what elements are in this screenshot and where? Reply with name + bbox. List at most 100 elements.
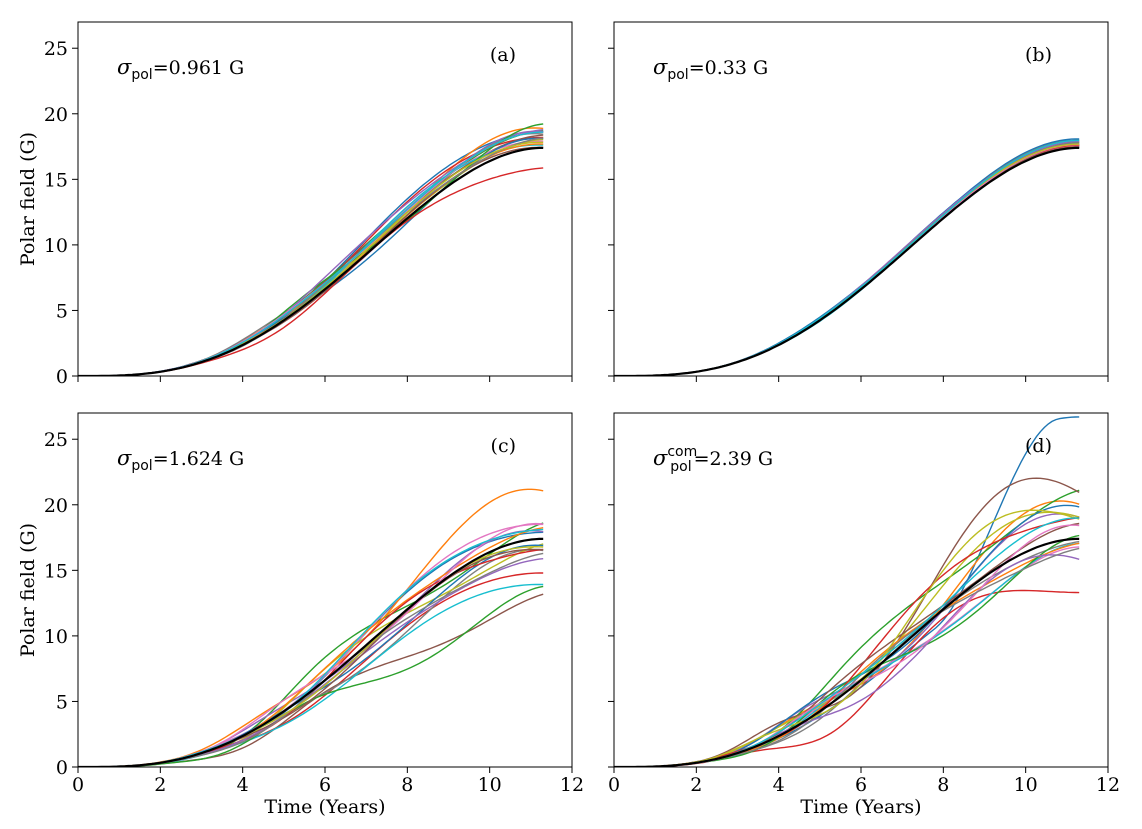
ensemble-line	[614, 146, 1080, 376]
y-tick-label: 25	[44, 38, 68, 60]
ensemble-curves	[78, 488, 544, 767]
x-axis-label: Time (Years)	[800, 796, 921, 818]
x-tick-label: 4	[237, 774, 249, 796]
ensemble-line	[614, 517, 1080, 767]
ensemble-line	[614, 589, 1080, 767]
ensemble-line	[614, 513, 1080, 767]
panel-label: (b)	[1025, 44, 1052, 66]
ensemble-line	[78, 137, 544, 376]
mean-line	[78, 537, 544, 767]
mean-line	[614, 146, 1080, 376]
sigma-annotation: σpol=1.624 G	[117, 446, 244, 474]
x-tick-label: 10	[478, 774, 502, 796]
ensemble-line	[614, 542, 1080, 767]
x-tick-label: 0	[72, 774, 84, 796]
ensemble-line	[614, 143, 1080, 376]
x-axis-label: Time (Years)	[264, 796, 385, 818]
ensemble-line	[614, 145, 1080, 376]
ensemble-line	[78, 130, 544, 376]
y-tick-label: 0	[56, 366, 68, 388]
x-tick-label: 6	[319, 774, 331, 796]
sigma-annotation: σcom pol =2.39 G	[653, 444, 773, 475]
panel-label: (a)	[490, 44, 516, 66]
x-tick-label: 12	[560, 774, 584, 796]
ensemble-line	[614, 144, 1080, 376]
ensemble-line	[614, 504, 1080, 767]
ensemble-line	[614, 140, 1080, 376]
ensemble-curves	[614, 138, 1080, 376]
x-tick-label: 8	[937, 774, 949, 796]
ensemble-line	[614, 516, 1080, 767]
y-tick-label: 20	[44, 495, 68, 517]
ensemble-line	[78, 543, 544, 767]
ensemble-line	[78, 167, 544, 376]
panel-c: 0 2 4 6 8 10 12 0 5 10 15 20 25 Time (Years) Polar fie…	[17, 412, 584, 818]
panel-a: 0 5 10 15 20 25 Polar field (G) (a) σpol=0.961 G	[17, 21, 573, 388]
x-tick-label: 2	[690, 774, 702, 796]
ensemble-line	[614, 554, 1080, 767]
ensemble-line	[78, 552, 544, 767]
ensemble-line	[614, 500, 1080, 767]
y-tick-label: 15	[44, 169, 68, 191]
ensemble-line	[614, 143, 1080, 376]
panel-d: 0 2 4 6 8 10 12 Time (Years) (d) σcom pol =2.39 G	[608, 412, 1120, 818]
ensemble-line	[614, 509, 1080, 767]
ensemble-line	[78, 144, 544, 376]
y-tick-label: 5	[56, 300, 68, 322]
panel-label: (c)	[491, 435, 516, 457]
x-tick-label: 4	[773, 774, 785, 796]
mean-line	[78, 146, 544, 376]
y-tick-label: 0	[56, 757, 68, 779]
ensemble-line	[614, 511, 1080, 767]
ensemble-line	[614, 144, 1080, 376]
mean-line	[614, 537, 1080, 767]
ensemble-line	[614, 143, 1080, 376]
panel-b: (b) σpol=0.33 G	[608, 21, 1109, 382]
x-tick-label: 0	[608, 774, 620, 796]
y-tick-label: 10	[44, 626, 68, 648]
ensemble-line	[78, 130, 544, 376]
ensemble-line	[614, 144, 1080, 376]
y-tick-label: 20	[44, 104, 68, 126]
ensemble-line	[78, 143, 544, 376]
ensemble-line	[78, 138, 544, 376]
ensemble-line	[614, 141, 1080, 376]
ensemble-line	[78, 137, 544, 376]
y-tick-label: 5	[56, 691, 68, 713]
ensemble-line	[614, 534, 1080, 767]
sigma-annotation: σpol=0.33 G	[653, 55, 768, 83]
ensemble-curves	[78, 123, 544, 376]
ensemble-line	[78, 141, 544, 376]
ensemble-line	[614, 140, 1080, 376]
y-axis-label: Polar field (G)	[17, 523, 39, 657]
ensemble-line	[614, 142, 1080, 376]
sigma-annotation: σpol=0.961 G	[117, 55, 244, 83]
ensemble-line	[614, 489, 1080, 767]
ensemble-line	[614, 477, 1080, 767]
ensemble-line	[614, 138, 1080, 376]
ensemble-line	[78, 134, 544, 376]
y-axis-label: Polar field (G)	[17, 132, 39, 266]
ensemble-line	[614, 139, 1080, 376]
ensemble-line	[78, 583, 544, 767]
ensemble-line	[78, 585, 544, 767]
y-tick-label: 15	[44, 560, 68, 582]
ensemble-line	[614, 143, 1080, 376]
x-tick-label: 8	[401, 774, 413, 796]
ensemble-line	[78, 593, 544, 767]
x-tick-label: 6	[855, 774, 867, 796]
ensemble-curves	[614, 416, 1080, 767]
y-tick-label: 25	[44, 429, 68, 451]
y-tick-label: 10	[44, 235, 68, 257]
ensemble-line	[78, 146, 544, 376]
x-tick-label: 10	[1014, 774, 1038, 796]
ensemble-line	[78, 545, 544, 767]
panel-label: (d)	[1025, 435, 1052, 457]
ensemble-line	[614, 146, 1080, 376]
ensemble-line	[614, 144, 1080, 376]
x-tick-label: 2	[154, 774, 166, 796]
ensemble-line	[78, 136, 544, 376]
ensemble-line	[614, 542, 1080, 767]
ensemble-line	[614, 141, 1080, 376]
